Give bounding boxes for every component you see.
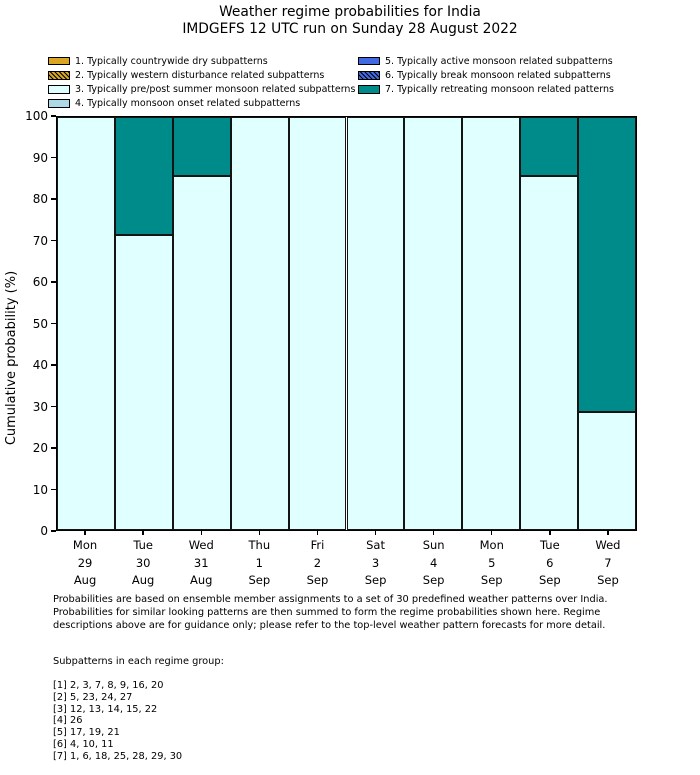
legend-swatch-6 [358, 71, 380, 80]
legend-item-3: 3. Typically pre/post summer monsoon rel… [48, 82, 355, 96]
legend-item-label: 5. Typically active monsoon related subp… [385, 55, 613, 67]
x-tick-label: Wed 31 Aug [188, 538, 214, 587]
legend-item-label: 3. Typically pre/post summer monsoon rel… [75, 83, 356, 95]
y-tick-label: 100 [25, 109, 48, 123]
bar-segment-regime-3 [172, 176, 231, 530]
legend-item-label: 6. Typically break monsoon related subpa… [385, 69, 611, 81]
y-tick-mark [50, 405, 56, 408]
x-tick-mark [142, 531, 144, 535]
y-tick-label: 20 [32, 441, 48, 455]
bar-fri-2-sep [288, 117, 347, 530]
bar-wed-7-sep [578, 117, 636, 530]
bar-mon-5-sep [462, 117, 521, 530]
x-tick-label: Wed 7 Sep [595, 538, 621, 587]
subpatterns-groups: [1] 2, 3, 7, 8, 9, 16, 20 [2] 5, 23, 24,… [53, 679, 183, 763]
bar-segment-regime-3 [288, 117, 347, 530]
legend-swatch-4 [48, 99, 70, 108]
x-tick-mark [607, 531, 609, 535]
legend-item-6: 6. Typically break monsoon related subpa… [358, 68, 614, 82]
y-tick-mark [50, 156, 56, 159]
bar-segment-regime-3 [404, 117, 463, 530]
x-tick-mark [432, 531, 435, 535]
x-tick-label: Mon 29 Aug [72, 538, 98, 587]
subpatterns-block: Subpatterns in each regime group: [1] 2,… [53, 644, 224, 775]
y-tick-mark [50, 198, 56, 200]
bar-segment-regime-3 [230, 117, 289, 530]
legend-item-1: 1. Typically countrywide dry subpatterns [48, 54, 355, 68]
x-tick-mark [491, 531, 493, 535]
y-tick-mark [50, 322, 56, 325]
legend-swatch-1 [48, 56, 70, 66]
plot-area [56, 116, 637, 531]
legend-swatch-5 [358, 56, 380, 66]
bar-segment-regime-3 [462, 117, 521, 530]
legend-item-label: 7. Typically retreating monsoon related … [385, 83, 614, 95]
subpatterns-heading: Subpatterns in each regime group: [53, 655, 224, 667]
legend-column-right: 5. Typically active monsoon related subp… [358, 54, 614, 97]
x-tick-mark [258, 531, 261, 535]
bar-segment-regime-7 [578, 117, 636, 412]
y-tick-mark [50, 364, 56, 366]
legend-item-7: 7. Typically retreating monsoon related … [358, 82, 614, 96]
legend-swatch-2 [48, 71, 70, 80]
x-tick-mark [84, 531, 86, 535]
bar-segment-regime-7 [172, 117, 231, 177]
bar-segment-regime-3 [578, 411, 636, 530]
legend-item-5: 5. Typically active monsoon related subp… [358, 54, 614, 68]
legend-item-4: 4. Typically monsoon onset related subpa… [48, 97, 355, 111]
x-tick-label: Fri 2 Sep [306, 538, 329, 587]
y-tick-label: 60 [32, 275, 48, 289]
x-tick-label: Sat 3 Sep [364, 538, 387, 587]
bar-segment-regime-3 [57, 117, 115, 530]
x-tick-mark [316, 531, 319, 535]
bar-segment-regime-3 [114, 235, 173, 530]
legend-item-label: 1. Typically countrywide dry subpatterns [75, 55, 268, 67]
y-tick-label: 30 [32, 399, 48, 414]
bar-tue-6-sep [520, 117, 579, 530]
bar-wed-31-aug [172, 117, 231, 530]
y-tick-label: 0 [40, 524, 48, 538]
y-tick-label: 50 [32, 316, 48, 331]
x-tick-mark [200, 531, 202, 535]
legend-column-left: 1. Typically countrywide dry subpatterns… [48, 54, 355, 111]
bar-segment-regime-7 [114, 117, 173, 236]
bar-sun-4-sep [404, 117, 463, 530]
bar-segment-regime-3 [346, 117, 405, 530]
y-tick-label: 70 [32, 233, 48, 248]
legend: 1. Typically countrywide dry subpatterns… [0, 54, 700, 114]
x-tick-label: Thu 1 Sep [248, 538, 271, 587]
bar-segment-regime-3 [520, 176, 579, 530]
y-tick-label: 40 [32, 358, 48, 372]
y-tick-mark [50, 115, 56, 117]
x-tick-label: Mon 5 Sep [479, 538, 504, 587]
y-tick-label: 80 [32, 192, 48, 206]
bar-mon-29-aug [57, 117, 115, 530]
bar-tue-30-aug [114, 117, 173, 530]
footnote-text: Probabilities are based on ensemble memb… [53, 594, 608, 631]
x-tick-mark [374, 531, 377, 535]
x-tick-label: Sun 4 Sep [422, 538, 445, 587]
x-tick-mark [549, 531, 551, 535]
bar-segment-regime-7 [520, 117, 579, 177]
legend-swatch-3 [48, 85, 70, 94]
y-tick-mark [50, 281, 56, 283]
chart-title: Weather regime probabilities for India [219, 4, 481, 20]
x-tick-label: Tue 30 Aug [131, 538, 155, 587]
bar-thu-1-sep [230, 117, 289, 530]
legend-item-label: 2. Typically western disturbance related… [75, 69, 325, 81]
bar-sat-3-sep [346, 117, 405, 530]
legend-swatch-7 [358, 85, 380, 94]
y-tick-label: 10 [32, 482, 48, 497]
legend-item-label: 4. Typically monsoon onset related subpa… [75, 98, 301, 110]
y-tick-mark [50, 239, 56, 242]
y-tick-label: 90 [32, 150, 48, 165]
y-tick-mark [50, 530, 56, 532]
x-tick-label: Tue 6 Sep [539, 538, 561, 587]
chart-subtitle: IMDGEFS 12 UTC run on Sunday 28 August 2… [182, 21, 518, 37]
legend-item-2: 2. Typically western disturbance related… [48, 68, 355, 82]
y-tick-mark [50, 447, 56, 449]
y-tick-mark [50, 488, 56, 491]
